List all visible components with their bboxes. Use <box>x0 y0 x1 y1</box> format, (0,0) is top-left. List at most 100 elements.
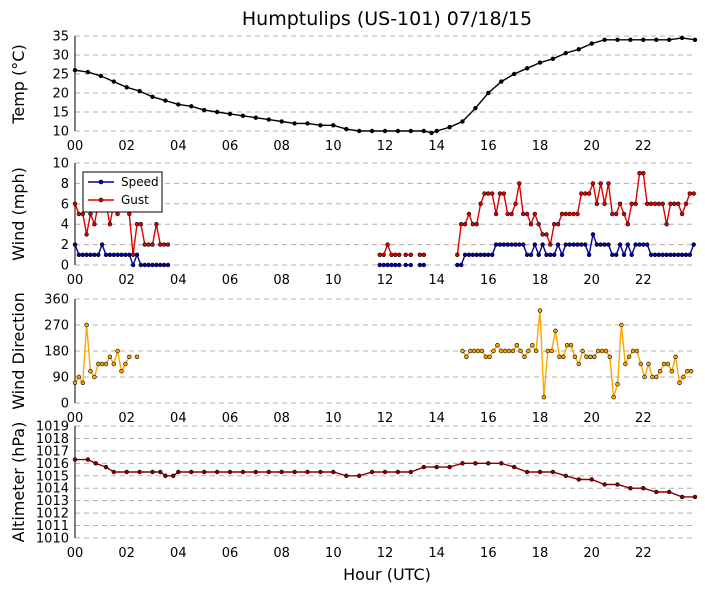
x-tick-label: 14 <box>428 273 445 288</box>
data-point <box>434 128 439 134</box>
data-point <box>660 252 665 258</box>
data-point <box>96 252 101 258</box>
data-point <box>127 252 132 258</box>
data-point <box>134 222 140 227</box>
data-point <box>72 201 78 207</box>
x-tick-label: 22 <box>635 139 652 154</box>
data-point <box>266 117 271 122</box>
data-point <box>576 477 581 482</box>
data-point <box>397 252 402 258</box>
data-point <box>679 252 685 258</box>
x-tick-label: 20 <box>583 546 600 561</box>
x-tick-label: 10 <box>325 273 342 288</box>
data-point <box>253 115 259 120</box>
data-point <box>103 464 109 470</box>
data-point <box>111 252 117 258</box>
data-point <box>130 252 136 258</box>
y-axis-label: Temp (°C) <box>9 44 28 124</box>
data-point <box>470 252 475 258</box>
data-point <box>528 222 534 227</box>
data-point <box>517 242 522 247</box>
data-point <box>613 211 619 217</box>
data-point <box>76 374 82 380</box>
x-tick-label: 08 <box>273 139 290 154</box>
data-point <box>644 201 650 207</box>
x-tick-label: 06 <box>222 139 239 154</box>
data-point <box>528 252 534 258</box>
data-point <box>633 242 638 247</box>
x-tick-label: 20 <box>583 411 600 426</box>
legend-marker <box>98 197 104 203</box>
data-point <box>549 348 554 354</box>
data-point <box>99 242 105 247</box>
data-point <box>610 211 615 217</box>
data-point <box>111 79 117 84</box>
data-point <box>158 242 163 247</box>
data-point <box>483 354 488 359</box>
data-point <box>389 252 394 258</box>
data-point <box>127 211 132 217</box>
data-point <box>664 222 669 227</box>
x-tick-label: 04 <box>170 139 187 154</box>
data-point <box>138 222 144 227</box>
data-point <box>563 211 568 217</box>
y-tick-label: 4 <box>61 218 69 233</box>
data-point <box>138 262 144 268</box>
data-point <box>524 252 530 258</box>
y-tick-label: 2 <box>61 238 69 253</box>
data-point <box>417 252 423 258</box>
data-point <box>668 252 673 258</box>
data-point <box>455 252 460 258</box>
data-point <box>590 181 596 186</box>
data-point <box>381 252 386 258</box>
x-tick-label: 12 <box>377 273 394 288</box>
data-point <box>385 262 390 268</box>
x-tick-label: 10 <box>325 411 342 426</box>
data-point <box>408 262 413 268</box>
data-point <box>92 374 97 380</box>
x-tick-label: 16 <box>480 139 497 154</box>
data-point <box>447 464 452 470</box>
data-point <box>158 262 163 268</box>
data-point <box>434 464 439 470</box>
data-point <box>588 354 593 359</box>
data-point <box>459 222 464 227</box>
series-altimeter <box>72 457 698 500</box>
data-point <box>509 211 514 217</box>
y-tick-label: 0 <box>61 259 69 274</box>
data-point <box>473 105 478 111</box>
data-point <box>395 128 401 134</box>
data-point <box>571 242 576 247</box>
data-point <box>389 262 394 268</box>
x-tick-label: 14 <box>428 546 445 561</box>
data-point <box>124 469 129 475</box>
series-temperature <box>72 35 698 136</box>
data-point <box>502 348 508 354</box>
data-point <box>493 242 499 247</box>
data-point <box>357 473 362 478</box>
series-line <box>75 458 695 498</box>
data-point <box>665 361 671 367</box>
data-point <box>617 201 623 207</box>
data-point <box>586 252 592 258</box>
data-point <box>638 361 643 367</box>
y-axis-label: Altimeter (hPa) <box>9 422 28 543</box>
data-point <box>486 461 491 466</box>
legend-marker <box>98 179 104 185</box>
data-point <box>464 354 469 359</box>
data-point <box>357 128 362 134</box>
data-point <box>557 354 562 359</box>
data-point <box>666 37 672 42</box>
data-point <box>576 361 581 367</box>
x-tick-label: 12 <box>377 139 394 154</box>
data-point <box>652 201 658 207</box>
y-tick-label: 1010 <box>36 532 69 547</box>
y-tick-label: 35 <box>52 30 69 45</box>
data-point <box>603 348 609 354</box>
data-point <box>72 67 78 73</box>
data-point <box>490 252 495 258</box>
data-point <box>509 242 514 247</box>
data-point <box>567 242 572 247</box>
data-point <box>478 201 483 207</box>
